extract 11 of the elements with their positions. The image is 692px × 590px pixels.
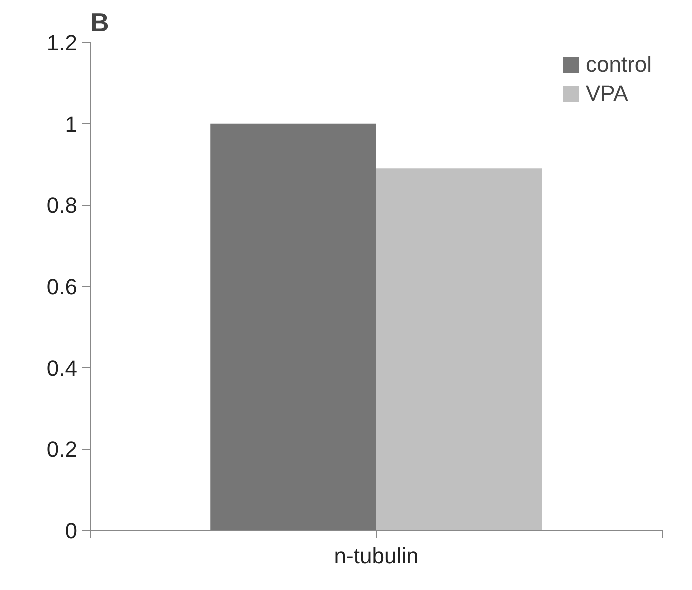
legend-label: VPA <box>586 81 628 107</box>
y-tick-label: 0.2 <box>46 437 78 462</box>
x-tick-label: n-tubulin <box>334 544 419 568</box>
y-tick-label: 0 <box>65 518 78 544</box>
y-tick-label: 1.2 <box>46 30 78 56</box>
y-tick-label: 0.6 <box>46 274 78 300</box>
legend-label: control <box>586 52 652 78</box>
y-tick-label: 0.4 <box>46 356 78 381</box>
y-tick-label: 0.8 <box>46 193 78 218</box>
y-tick-label: 1 <box>65 112 78 137</box>
chart-title: B <box>90 8 110 38</box>
